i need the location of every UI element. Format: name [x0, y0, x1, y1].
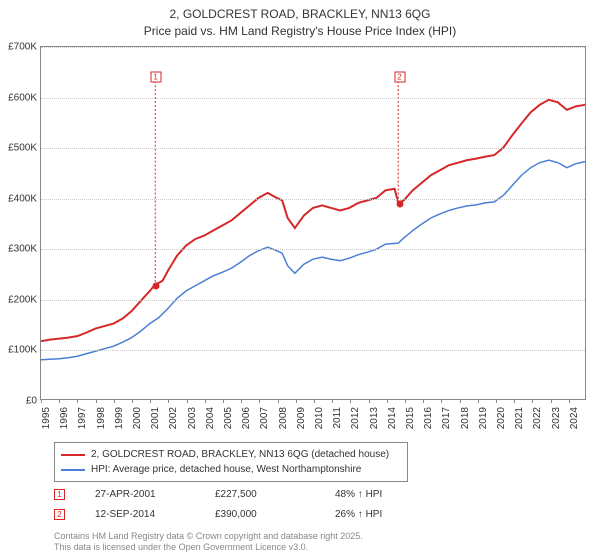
x-tick-mark [41, 399, 42, 403]
transactions-table: 1 27-APR-2001 £227,500 48% ↑ HPI 2 12-SEP-201… [54, 484, 425, 524]
x-tick-mark [532, 399, 533, 403]
y-axis-label: £600K [1, 92, 37, 103]
transaction-row: 1 27-APR-2001 £227,500 48% ↑ HPI [54, 484, 425, 504]
x-tick-mark [350, 399, 351, 403]
y-axis-label: £100K [1, 345, 37, 356]
marker-dot-1 [152, 282, 159, 289]
x-tick-mark [551, 399, 552, 403]
chart-plot-area: £0£100K£200K£300K£400K£500K£600K£700K199… [40, 46, 586, 400]
attribution-text: Contains HM Land Registry data © Crown c… [54, 531, 363, 554]
x-tick-mark [296, 399, 297, 403]
transaction-delta: 48% ↑ HPI [335, 489, 425, 500]
gridline-h [41, 300, 585, 301]
title-line-2: Price paid vs. HM Land Registry's House … [0, 23, 600, 40]
x-tick-mark [150, 399, 151, 403]
marker-dot-2 [396, 200, 403, 207]
transaction-date: 12-SEP-2014 [95, 509, 185, 520]
gridline-h [41, 249, 585, 250]
x-tick-mark [405, 399, 406, 403]
attribution-line-2: This data is licensed under the Open Gov… [54, 542, 363, 554]
y-axis-label: £300K [1, 244, 37, 255]
transaction-date: 27-APR-2001 [95, 489, 185, 500]
x-tick-mark [496, 399, 497, 403]
x-tick-mark [259, 399, 260, 403]
x-tick-mark [132, 399, 133, 403]
transaction-delta: 26% ↑ HPI [335, 509, 425, 520]
x-tick-mark [96, 399, 97, 403]
y-axis-label: £500K [1, 143, 37, 154]
series-hpi [41, 160, 585, 360]
legend-row: 2, GOLDCREST ROAD, BRACKLEY, NN13 6QG (d… [61, 447, 401, 462]
x-tick-mark [387, 399, 388, 403]
y-axis-label: £0 [1, 396, 37, 407]
gridline-h [41, 199, 585, 200]
y-axis-label: £400K [1, 193, 37, 204]
transaction-marker: 1 [54, 489, 65, 500]
x-tick-mark [59, 399, 60, 403]
marker-box-1: 1 [150, 72, 161, 83]
x-tick-mark [423, 399, 424, 403]
gridline-h [41, 98, 585, 99]
legend-swatch [61, 454, 85, 456]
legend-label: HPI: Average price, detached house, West… [91, 462, 361, 477]
transaction-row: 2 12-SEP-2014 £390,000 26% ↑ HPI [54, 504, 425, 524]
x-tick-mark [569, 399, 570, 403]
x-tick-mark [460, 399, 461, 403]
transaction-marker: 2 [54, 509, 65, 520]
x-tick-mark [168, 399, 169, 403]
legend-swatch [61, 469, 85, 471]
legend-row: HPI: Average price, detached house, West… [61, 462, 401, 477]
y-axis-label: £200K [1, 294, 37, 305]
x-tick-mark [332, 399, 333, 403]
x-tick-mark [241, 399, 242, 403]
x-tick-mark [478, 399, 479, 403]
series-price_paid [41, 100, 585, 341]
x-tick-mark [314, 399, 315, 403]
gridline-h [41, 47, 585, 48]
marker-box-2: 2 [394, 72, 405, 83]
title-line-1: 2, GOLDCREST ROAD, BRACKLEY, NN13 6QG [0, 6, 600, 23]
x-tick-mark [278, 399, 279, 403]
gridline-h [41, 148, 585, 149]
x-tick-mark [114, 399, 115, 403]
x-tick-mark [205, 399, 206, 403]
legend-label: 2, GOLDCREST ROAD, BRACKLEY, NN13 6QG (d… [91, 447, 389, 462]
x-tick-mark [187, 399, 188, 403]
transaction-price: £390,000 [215, 509, 305, 520]
chart-title-block: 2, GOLDCREST ROAD, BRACKLEY, NN13 6QG Pr… [0, 0, 600, 40]
x-tick-mark [441, 399, 442, 403]
gridline-h [41, 350, 585, 351]
y-axis-label: £700K [1, 42, 37, 53]
transaction-price: £227,500 [215, 489, 305, 500]
chart-svg [41, 47, 585, 399]
x-tick-mark [369, 399, 370, 403]
x-tick-mark [223, 399, 224, 403]
x-tick-mark [514, 399, 515, 403]
x-tick-mark [77, 399, 78, 403]
attribution-line-1: Contains HM Land Registry data © Crown c… [54, 531, 363, 543]
legend-box: 2, GOLDCREST ROAD, BRACKLEY, NN13 6QG (d… [54, 442, 408, 482]
